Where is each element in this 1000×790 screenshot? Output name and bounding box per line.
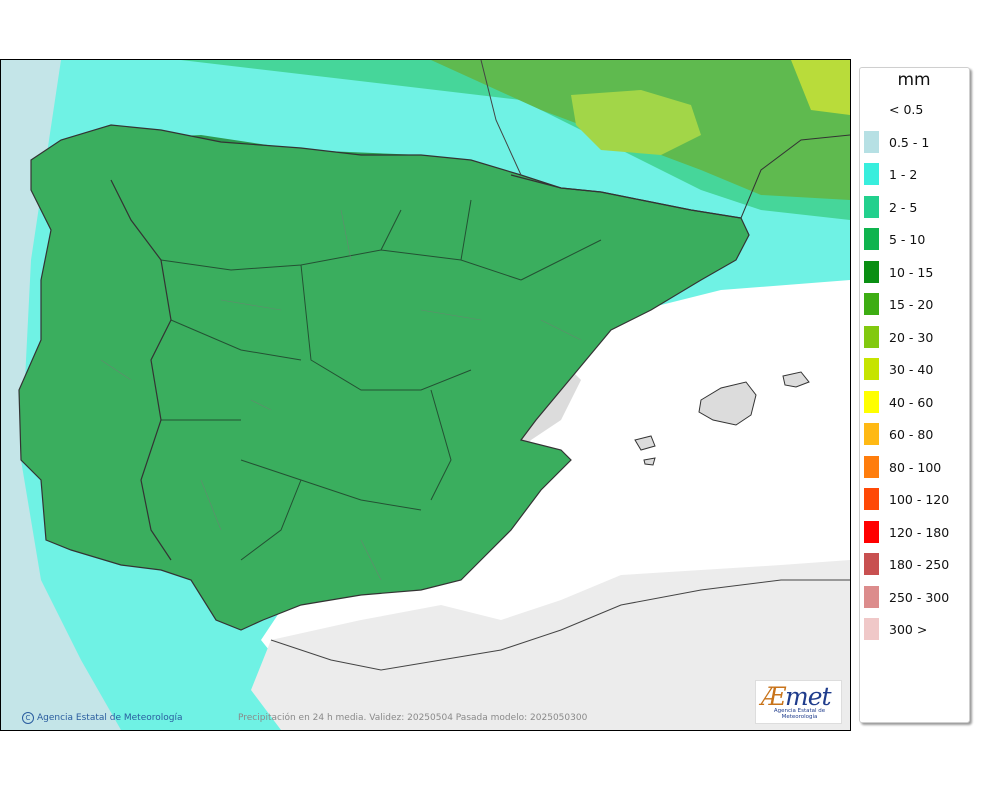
aemet-logo: Æmet Agencia Estatal de Meteorología [755, 680, 842, 724]
logo-subtitle: Agencia Estatal de Meteorología [773, 708, 826, 720]
legend-panel: mm < 0.5 0.5 - 1 1 - 2 2 - 5 5 - 10 10 - 15 15… [859, 67, 970, 723]
legend-swatch [864, 390, 879, 413]
legend-swatch [864, 455, 879, 478]
copyright-text: Agencia Estatal de Meteorología [37, 713, 183, 723]
legend-label: 5 - 10 [889, 232, 926, 247]
legend-swatch [864, 618, 879, 640]
map-caption: Precipitación en 24 h media. Validez: 20… [238, 713, 588, 723]
legend-label: 250 - 300 [889, 589, 950, 605]
legend-label: 0.5 - 1 [889, 134, 930, 150]
legend-swatch [864, 163, 879, 185]
legend-swatch [864, 423, 879, 445]
legend-swatch [864, 130, 879, 153]
formentera [643, 457, 656, 466]
ibiza [634, 435, 656, 451]
legend-label: 1 - 2 [889, 167, 918, 182]
legend-label: 180 - 250 [889, 557, 950, 572]
menorca [782, 371, 810, 388]
mallorca [698, 381, 757, 426]
legend-swatch [864, 553, 879, 575]
france-border-north [480, 60, 522, 176]
legend-swatch [864, 488, 879, 510]
france-coast [740, 134, 850, 219]
legend-swatch [864, 98, 879, 120]
legend-swatch [864, 228, 879, 250]
copyright-notice: C Agencia Estatal de Meteorología [22, 712, 183, 724]
map-canvas [1, 60, 850, 730]
legend-label: 30 - 40 [889, 362, 934, 377]
africa-coastline [270, 579, 850, 671]
pyrenees-border [510, 174, 742, 219]
logo-wordmark: Æmet [761, 682, 832, 711]
legend-label: 20 - 30 [889, 329, 934, 345]
north-africa [251, 560, 850, 730]
legend-label: 300 > [889, 622, 928, 637]
legend-label: 60 - 80 [889, 427, 934, 442]
legend-label: 15 - 20 [889, 297, 934, 312]
region-borders [160, 199, 602, 561]
legend-swatch [864, 260, 879, 283]
legend-label: 40 - 60 [889, 394, 934, 410]
legend-swatch [864, 195, 879, 218]
rain-field-peak-ne [791, 60, 850, 115]
legend-swatch [864, 358, 879, 380]
province-borders [100, 209, 582, 581]
legend-swatch [864, 585, 879, 608]
copyright-icon: C [22, 712, 34, 724]
legend-label: 120 - 180 [889, 524, 950, 540]
portugal-border [110, 179, 172, 561]
no-rain-sea [261, 280, 850, 710]
legend-title: mm [897, 70, 931, 90]
precipitation-map [0, 59, 851, 731]
legend-swatch [864, 520, 879, 543]
legend-label: 100 - 120 [889, 492, 950, 507]
legend-label: 10 - 15 [889, 264, 934, 280]
legend-label: < 0.5 [889, 102, 924, 117]
legend-swatch [864, 325, 879, 348]
legend-swatch [864, 293, 879, 315]
rain-field-peak [571, 90, 701, 155]
legend-label: 80 - 100 [889, 459, 942, 475]
legend-label: 2 - 5 [889, 199, 918, 215]
